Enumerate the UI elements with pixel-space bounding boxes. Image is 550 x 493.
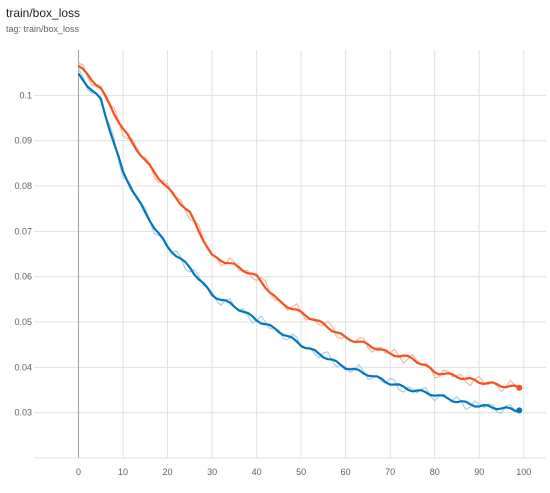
y-tick-label: 0.1 [19, 90, 32, 100]
x-tick-label: 10 [118, 467, 128, 477]
x-tick-label: 80 [430, 467, 440, 477]
y-tick-label: 0.03 [14, 408, 32, 418]
y-tick-label: 0.06 [14, 272, 32, 282]
x-tick-label: 40 [252, 467, 262, 477]
y-tick-label: 0.05 [14, 317, 32, 327]
series-end-point [516, 384, 523, 391]
series-end-point [516, 407, 523, 414]
series-line [77, 64, 520, 389]
chart-title: train/box_loss [6, 6, 81, 20]
y-tick-label: 0.08 [14, 181, 32, 191]
x-tick-label: 50 [296, 467, 306, 477]
x-tick-label: 90 [474, 467, 484, 477]
x-tick-label: 30 [207, 467, 217, 477]
y-tick-label: 0.07 [14, 226, 32, 236]
x-tick-label: 20 [163, 467, 173, 477]
y-tick-label: 0.09 [14, 136, 32, 146]
x-tick-label: 70 [385, 467, 395, 477]
series-raw-line [77, 68, 520, 415]
chart-tag: tag: train/box_loss [6, 24, 80, 34]
x-tick-label: 60 [341, 467, 351, 477]
y-tick-label: 0.04 [14, 362, 32, 372]
series-line [77, 72, 520, 413]
x-tick-label: 100 [516, 467, 531, 477]
x-tick-label: 0 [76, 467, 81, 477]
